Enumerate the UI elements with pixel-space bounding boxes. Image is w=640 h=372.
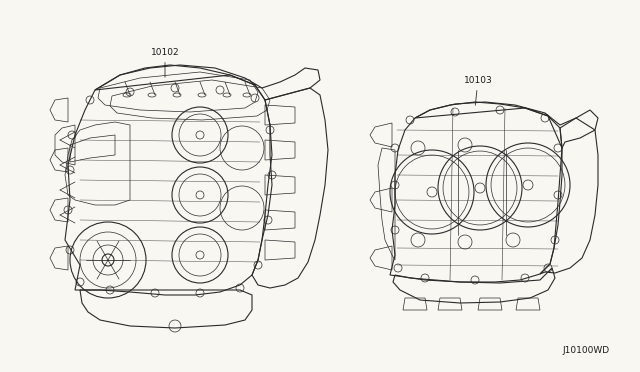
Text: 10102: 10102 bbox=[150, 48, 179, 77]
Text: J10100WD: J10100WD bbox=[563, 346, 610, 355]
Text: 10103: 10103 bbox=[463, 76, 492, 105]
